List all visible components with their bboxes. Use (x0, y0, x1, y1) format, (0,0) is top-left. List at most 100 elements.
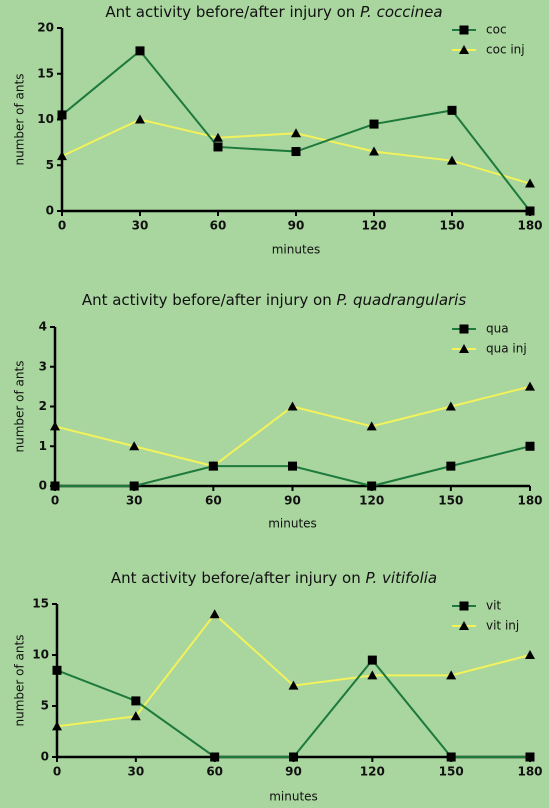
marker (525, 178, 535, 188)
title-text: Ant activity before/after injury on (111, 569, 361, 587)
legend-label: qua (486, 322, 509, 336)
marker (131, 696, 141, 706)
series-line (56, 612, 531, 728)
chart-title: Ant activity before/after injury on P. c… (105, 3, 442, 21)
chart-title: Ant activity before/after injury on P. v… (111, 569, 437, 587)
y-tick-label: 5 (46, 158, 54, 172)
marker (50, 421, 60, 431)
x-axis-label: minutes (269, 790, 318, 804)
legend-label: coc (486, 23, 507, 37)
x-tick-label: 180 (517, 765, 542, 779)
marker (57, 151, 67, 161)
marker (291, 128, 301, 138)
y-tick-label: 15 (37, 66, 54, 80)
marker (208, 461, 219, 471)
y-tick-label: 1 (39, 439, 47, 453)
x-tick-label: 0 (58, 219, 66, 233)
y-tick-label: 4 (39, 320, 47, 334)
title-italic: P. coccinea (360, 3, 443, 21)
x-tick-label: 60 (205, 494, 222, 508)
x-tick-label: 150 (439, 219, 464, 233)
marker (213, 142, 223, 152)
y-tick-label: 0 (46, 204, 54, 218)
legend-label: vit (486, 599, 501, 613)
marker (525, 441, 535, 451)
legend-marker (459, 324, 469, 334)
legend-label: qua inj (486, 342, 527, 356)
title-text: Ant activity before/after injury on (105, 3, 355, 21)
y-tick-label: 5 (41, 699, 49, 713)
marker (291, 147, 301, 157)
x-tick-label: 120 (361, 219, 386, 233)
marker (367, 481, 377, 491)
series-line (56, 658, 530, 758)
legend-marker (459, 601, 469, 611)
y-tick-label: 10 (32, 648, 49, 662)
marker (447, 105, 457, 115)
marker (525, 381, 535, 391)
y-axis-label: number of ants (13, 74, 27, 166)
x-tick-label: 30 (126, 494, 143, 508)
marker (287, 401, 298, 411)
marker (129, 441, 140, 451)
y-tick-label: 20 (37, 21, 54, 35)
marker (369, 119, 379, 129)
y-tick-label: 15 (32, 597, 49, 611)
x-tick-label: 90 (285, 765, 302, 779)
title-italic: P. quadrangularis (337, 291, 467, 309)
marker (52, 665, 62, 675)
x-tick-label: 0 (53, 765, 61, 779)
x-axis-label: minutes (268, 517, 317, 531)
x-axis-label: minutes (272, 243, 321, 257)
title-italic: P. vitifolia (366, 569, 438, 587)
marker (289, 752, 298, 762)
marker (213, 132, 223, 142)
x-tick-label: 120 (359, 494, 384, 508)
x-tick-label: 180 (517, 219, 542, 233)
marker (50, 481, 60, 491)
legend-marker (459, 45, 469, 54)
series-line (54, 385, 531, 468)
marker (525, 752, 535, 762)
marker (366, 421, 377, 431)
marker (288, 461, 297, 471)
x-tick-label: 30 (132, 219, 149, 233)
marker (129, 481, 139, 491)
marker (446, 461, 456, 471)
legend-label: coc inj (486, 43, 525, 57)
legend-marker (459, 25, 469, 35)
y-tick-label: 3 (39, 359, 47, 373)
legend-marker (459, 344, 469, 353)
x-tick-label: 120 (360, 765, 385, 779)
x-tick-label: 60 (206, 765, 223, 779)
marker (57, 110, 67, 120)
marker (209, 609, 220, 619)
marker (135, 114, 145, 124)
marker (447, 155, 457, 165)
marker (52, 721, 62, 731)
marker (288, 680, 299, 690)
marker (525, 650, 535, 659)
marker (525, 206, 535, 216)
marker (135, 46, 145, 56)
marker (367, 655, 377, 665)
chart-title: Ant activity before/after injury on P. q… (82, 291, 467, 309)
marker (210, 752, 220, 762)
legend-marker (459, 621, 469, 630)
x-tick-label: 90 (284, 494, 301, 508)
y-axis-label: number of ants (13, 361, 27, 453)
x-tick-label: 150 (439, 765, 464, 779)
x-tick-label: 0 (51, 494, 59, 508)
y-tick-label: 10 (37, 112, 54, 126)
y-tick-label: 0 (39, 479, 47, 493)
y-axis-label: number of ants (13, 635, 27, 727)
marker (445, 401, 456, 411)
x-tick-label: 30 (127, 765, 144, 779)
title-text: Ant activity before/after injury on (82, 291, 332, 309)
x-tick-label: 180 (517, 494, 542, 508)
x-tick-label: 60 (210, 219, 227, 233)
x-tick-label: 90 (288, 219, 305, 233)
y-tick-label: 0 (41, 750, 49, 764)
x-tick-label: 150 (438, 494, 463, 508)
